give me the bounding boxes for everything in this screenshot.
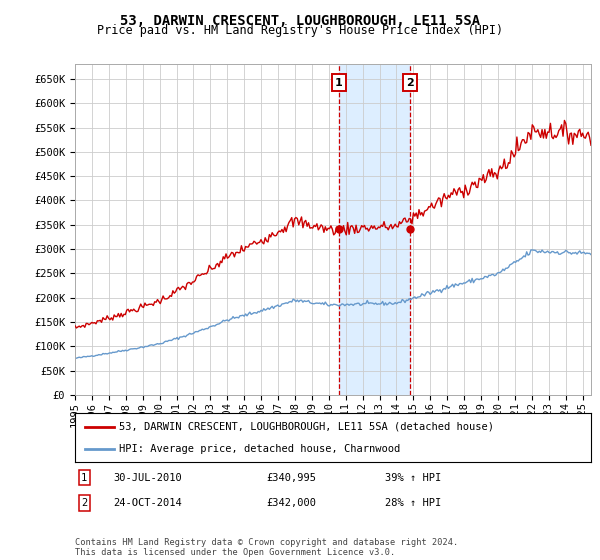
Text: £342,000: £342,000 (266, 498, 316, 508)
Text: 2: 2 (407, 78, 415, 87)
Text: 30-JUL-2010: 30-JUL-2010 (114, 473, 182, 483)
Text: HPI: Average price, detached house, Charnwood: HPI: Average price, detached house, Char… (119, 444, 400, 454)
Text: Contains HM Land Registry data © Crown copyright and database right 2024.
This d: Contains HM Land Registry data © Crown c… (75, 538, 458, 557)
Text: £340,995: £340,995 (266, 473, 316, 483)
Text: 1: 1 (81, 473, 88, 483)
Text: 39% ↑ HPI: 39% ↑ HPI (385, 473, 441, 483)
Text: 24-OCT-2014: 24-OCT-2014 (114, 498, 182, 508)
Text: 2: 2 (81, 498, 88, 508)
Text: 53, DARWIN CRESCENT, LOUGHBOROUGH, LE11 5SA (detached house): 53, DARWIN CRESCENT, LOUGHBOROUGH, LE11 … (119, 422, 494, 432)
Text: 53, DARWIN CRESCENT, LOUGHBOROUGH, LE11 5SA: 53, DARWIN CRESCENT, LOUGHBOROUGH, LE11 … (120, 14, 480, 28)
Bar (338, 64, 410, 395)
Text: Price paid vs. HM Land Registry's House Price Index (HPI): Price paid vs. HM Land Registry's House … (97, 24, 503, 37)
Text: 1: 1 (335, 78, 343, 87)
Text: 28% ↑ HPI: 28% ↑ HPI (385, 498, 441, 508)
